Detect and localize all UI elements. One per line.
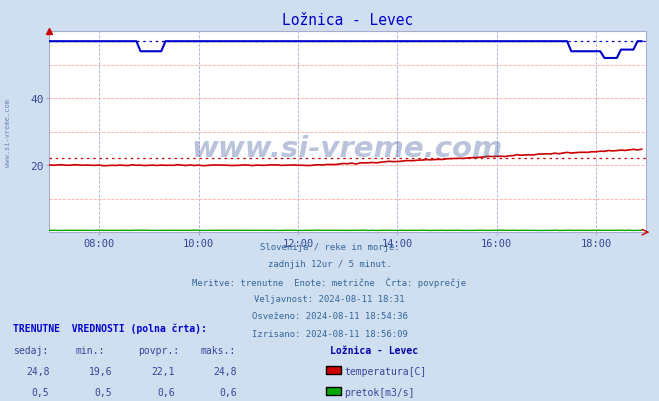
- Text: Ložnica - Levec: Ložnica - Levec: [330, 345, 418, 355]
- Text: Izrisano: 2024-08-11 18:56:09: Izrisano: 2024-08-11 18:56:09: [252, 329, 407, 338]
- Text: sedaj:: sedaj:: [13, 345, 48, 355]
- Text: zadnjih 12ur / 5 minut.: zadnjih 12ur / 5 minut.: [268, 260, 391, 269]
- Text: 0,6: 0,6: [157, 387, 175, 397]
- Text: 19,6: 19,6: [88, 366, 112, 376]
- Text: temperatura[C]: temperatura[C]: [344, 366, 426, 376]
- Title: Ložnica - Levec: Ložnica - Levec: [282, 13, 413, 28]
- Text: www.si-vreme.com: www.si-vreme.com: [192, 134, 503, 162]
- Text: TRENUTNE  VREDNOSTI (polna črta):: TRENUTNE VREDNOSTI (polna črta):: [13, 323, 207, 333]
- Text: min.:: min.:: [76, 345, 105, 355]
- Text: 0,5: 0,5: [94, 387, 112, 397]
- Text: 24,8: 24,8: [26, 366, 49, 376]
- Text: pretok[m3/s]: pretok[m3/s]: [344, 387, 415, 397]
- Text: Osveženo: 2024-08-11 18:54:36: Osveženo: 2024-08-11 18:54:36: [252, 312, 407, 320]
- Text: www.si-vreme.com: www.si-vreme.com: [5, 98, 11, 166]
- Text: Meritve: trenutne  Enote: metrične  Črta: povprečje: Meritve: trenutne Enote: metrične Črta: …: [192, 277, 467, 288]
- Text: 24,8: 24,8: [214, 366, 237, 376]
- Text: 22,1: 22,1: [151, 366, 175, 376]
- Text: 0,6: 0,6: [219, 387, 237, 397]
- Text: maks.:: maks.:: [201, 345, 236, 355]
- Text: 0,5: 0,5: [32, 387, 49, 397]
- Text: Slovenija / reke in morje.: Slovenija / reke in morje.: [260, 243, 399, 251]
- Text: Veljavnost: 2024-08-11 18:31: Veljavnost: 2024-08-11 18:31: [254, 294, 405, 303]
- Text: povpr.:: povpr.:: [138, 345, 179, 355]
